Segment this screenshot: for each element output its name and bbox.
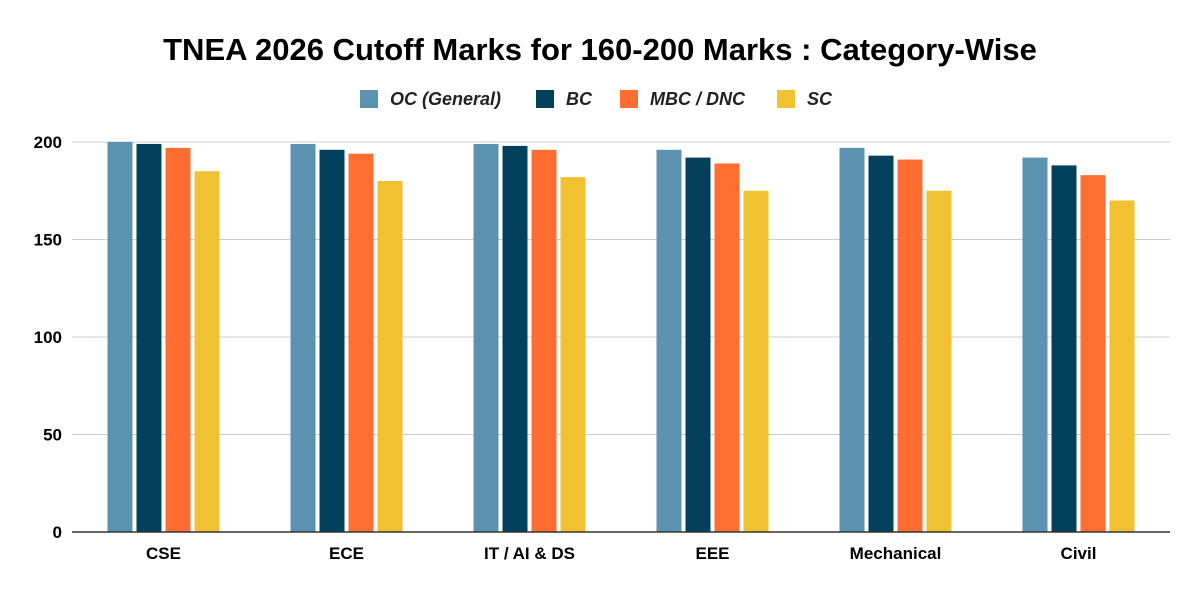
bar xyxy=(107,142,133,532)
legend-item: OC (General) xyxy=(360,89,501,109)
x-tick-label: Mechanical xyxy=(850,544,942,563)
bar xyxy=(136,143,162,532)
bar xyxy=(714,163,740,532)
bar xyxy=(926,190,952,532)
bar xyxy=(165,147,191,532)
x-tick-label: Civil xyxy=(1061,544,1097,563)
bar xyxy=(839,147,865,532)
bar xyxy=(377,181,403,532)
x-tick-label: CSE xyxy=(146,544,181,563)
y-tick-label: 0 xyxy=(53,523,62,542)
y-tick-label: 200 xyxy=(34,133,62,152)
x-tick-label: EEE xyxy=(695,544,729,563)
bar xyxy=(290,143,316,532)
legend-swatch xyxy=(360,90,378,108)
bar xyxy=(1109,200,1135,532)
bar xyxy=(868,155,894,532)
bar xyxy=(1080,175,1106,532)
legend-item: SC xyxy=(777,89,833,109)
bar xyxy=(656,149,682,533)
bar xyxy=(897,159,923,533)
legend-swatch xyxy=(620,90,638,108)
bar xyxy=(1022,157,1048,532)
legend-label: MBC / DNC xyxy=(650,89,746,109)
y-tick-label: 150 xyxy=(34,231,62,250)
bar-group xyxy=(290,143,403,533)
bar xyxy=(473,143,499,532)
x-axis: CSE ECE IT / AI & DS EEE Mechanical Civil xyxy=(72,531,1170,563)
bar xyxy=(348,153,374,532)
x-tick-label: IT / AI & DS xyxy=(484,544,575,563)
bar-group xyxy=(839,147,952,533)
y-tick-label: 50 xyxy=(43,426,62,445)
bar xyxy=(531,149,557,533)
bar xyxy=(743,190,769,532)
bar xyxy=(685,157,711,532)
legend-item: BC xyxy=(536,89,593,109)
legend-item: MBC / DNC xyxy=(620,89,746,109)
bar xyxy=(194,171,220,532)
legend-label: BC xyxy=(566,89,593,109)
legend-swatch xyxy=(536,90,554,108)
x-tick-label: ECE xyxy=(329,544,364,563)
y-tick-label: 100 xyxy=(34,328,62,347)
legend: OC (General) BC MBC / DNC SC xyxy=(360,89,833,109)
bar-group xyxy=(656,149,769,533)
legend-label: SC xyxy=(807,89,833,109)
bar-group xyxy=(1022,157,1135,532)
y-axis: 0 50 100 150 200 xyxy=(34,133,62,542)
chart-title: TNEA 2026 Cutoff Marks for 160-200 Marks… xyxy=(163,32,1037,67)
bar-group xyxy=(473,143,586,533)
bar xyxy=(319,149,345,533)
bar xyxy=(502,145,528,532)
legend-swatch xyxy=(777,90,795,108)
bar xyxy=(1051,165,1077,532)
gridlines xyxy=(72,141,1170,435)
bar xyxy=(560,177,586,532)
legend-label: OC (General) xyxy=(390,89,501,109)
bar-group xyxy=(107,142,220,532)
bars xyxy=(107,142,1135,533)
